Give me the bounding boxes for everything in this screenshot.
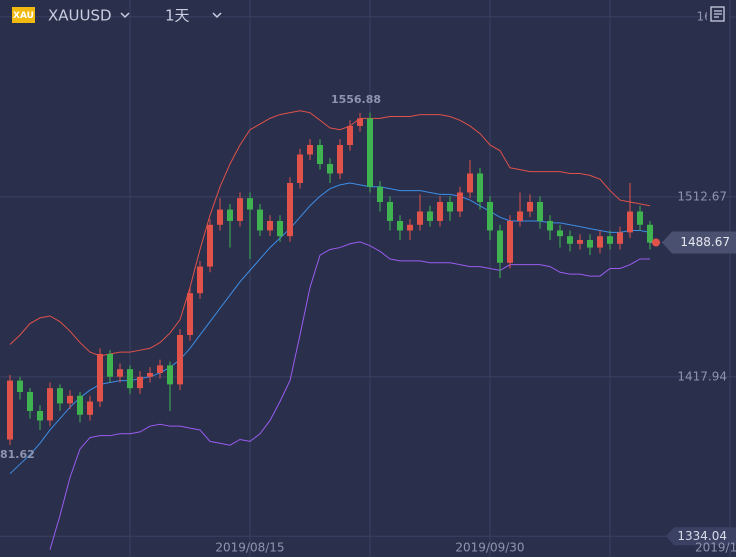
candle-body: [557, 230, 563, 237]
candle-body: [187, 293, 193, 335]
candle-body: [237, 198, 243, 221]
menu-icon-lines[interactable]: [714, 10, 722, 18]
candle-body: [107, 353, 113, 377]
y-tick-label: 1334.04: [677, 529, 727, 543]
symbol-chevron[interactable]: [120, 12, 130, 19]
candle-body: [277, 220, 283, 237]
candle-body: [617, 232, 623, 244]
candle-body: [287, 182, 293, 237]
candle-body: [137, 376, 143, 389]
candle-body: [147, 372, 153, 377]
candle-body: [647, 224, 653, 243]
candle-body: [537, 201, 543, 221]
symbol-badge-text: XAU: [13, 11, 34, 21]
candle-body: [267, 220, 273, 231]
candle-body: [527, 201, 533, 212]
labels: 16071512.671417.941334.042019/08/152019/…: [0, 9, 736, 555]
candle-body: [87, 401, 93, 415]
last-price-dot: [652, 238, 660, 247]
high-label: 1556.88: [331, 93, 381, 106]
candle-body: [607, 236, 613, 244]
candle-body: [217, 209, 223, 225]
candle-body: [97, 353, 103, 402]
last-price-box: [662, 231, 736, 254]
interval[interactable]: 1天: [165, 7, 190, 25]
candle-body: [417, 211, 423, 225]
candle-body: [347, 125, 353, 145]
candle-body: [7, 380, 13, 440]
candle-body: [567, 236, 573, 244]
candle-body: [47, 388, 53, 421]
candle-body: [637, 211, 643, 225]
candle-body: [367, 118, 373, 187]
candle-body: [517, 211, 523, 221]
candle-body: [37, 410, 43, 421]
interval-chevron[interactable]: [212, 12, 222, 19]
x-edge-label: 2019/1: [695, 541, 736, 555]
candle-body: [17, 380, 23, 392]
y-tick-label: 1512.67: [677, 189, 727, 203]
candle-body: [437, 201, 443, 221]
candle-body: [507, 220, 513, 263]
candle-body: [167, 365, 173, 385]
candle-body: [337, 144, 343, 174]
candle-body: [377, 186, 383, 202]
y-tick-label: 1417.94: [677, 369, 727, 383]
candle-body: [407, 224, 413, 231]
candle-body: [397, 220, 403, 231]
candle-body: [307, 144, 313, 155]
candle-body: [357, 118, 363, 126]
candle-body: [457, 192, 463, 212]
candle-body: [227, 209, 233, 221]
candle-body: [117, 369, 123, 377]
candle-body: [247, 198, 253, 210]
candle-body: [497, 230, 503, 263]
candle-body: [447, 201, 453, 212]
symbol-badge: [12, 7, 35, 23]
candle-body: [327, 163, 333, 174]
candle-body: [207, 224, 213, 267]
candle-body: [57, 388, 63, 404]
candle-body: [577, 239, 583, 244]
candle-body: [257, 209, 263, 231]
candle-body: [547, 220, 553, 231]
band-line: [9, 110, 651, 357]
candle-body: [67, 395, 73, 404]
y-tick-box: [666, 527, 736, 546]
low-label: 81.62: [0, 448, 35, 461]
plot: [7, 110, 653, 550]
candle-body: [597, 236, 603, 248]
band-line: [49, 241, 650, 550]
candle-body: [177, 334, 183, 385]
candle-body: [467, 173, 473, 193]
candle-body: [387, 201, 393, 221]
candle-body: [587, 239, 593, 248]
candle-body: [627, 211, 633, 233]
candle-body: [427, 211, 433, 221]
x-tick-label: 2019/09/30: [455, 541, 524, 555]
symbol[interactable]: XAUUSD: [48, 7, 112, 25]
menu-icon[interactable]: [710, 6, 725, 22]
band-line: [9, 182, 651, 475]
candle-body: [477, 173, 483, 202]
candle-body: [297, 154, 303, 183]
candle-body: [317, 144, 323, 164]
x-tick-label: 2019/08/15: [215, 541, 284, 555]
candle-body: [27, 391, 33, 411]
last-price: 1488.67: [680, 235, 730, 249]
candle-body: [197, 266, 203, 294]
candle-body: [77, 395, 83, 415]
candle-body: [487, 201, 493, 231]
candle-body: [127, 369, 133, 389]
candle-body: [157, 365, 163, 373]
